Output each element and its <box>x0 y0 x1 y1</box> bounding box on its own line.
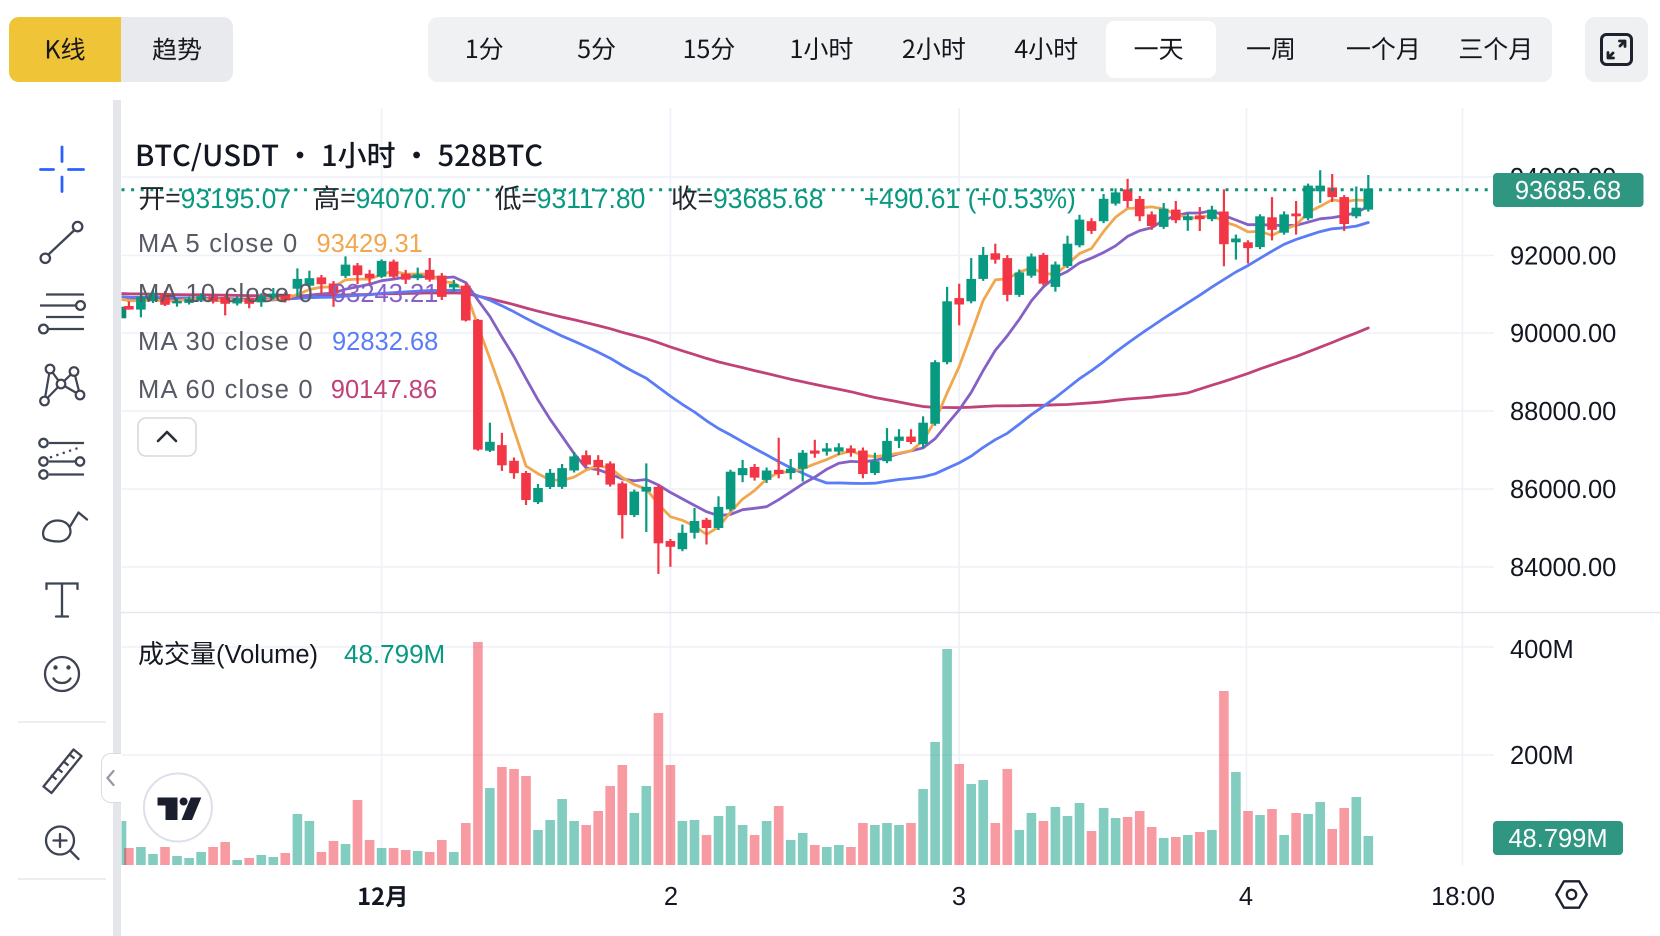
svg-text:18:00: 18:00 <box>1431 883 1495 911</box>
svg-text:48.799M: 48.799M <box>344 639 445 669</box>
svg-text:48.799M: 48.799M <box>1508 825 1607 853</box>
svg-text:90000.00: 90000.00 <box>1510 320 1616 348</box>
svg-text:400M: 400M <box>1510 636 1574 664</box>
svg-text:92832.68: 92832.68 <box>332 328 438 356</box>
svg-text:MA 30 close 0: MA 30 close 0 <box>138 328 314 356</box>
svg-text:93195.07: 93195.07 <box>181 184 292 214</box>
svg-text:3: 3 <box>952 883 966 911</box>
svg-text:(Volume): (Volume) <box>216 641 318 669</box>
svg-text:92000.00: 92000.00 <box>1510 242 1616 270</box>
svg-text:88000.00: 88000.00 <box>1510 398 1616 426</box>
svg-text:200M: 200M <box>1510 742 1574 770</box>
svg-text:93685.68: 93685.68 <box>713 184 824 214</box>
svg-text:MA 10 close 0: MA 10 close 0 <box>138 280 314 308</box>
svg-text:86000.00: 86000.00 <box>1510 476 1616 504</box>
svg-text:2: 2 <box>664 883 678 911</box>
svg-text:MA 60 close 0: MA 60 close 0 <box>138 376 314 404</box>
svg-text:93685.68: 93685.68 <box>1515 177 1621 205</box>
svg-text:93117.80: 93117.80 <box>537 184 646 214</box>
svg-text:+490.61 (+0.53%): +490.61 (+0.53%) <box>864 184 1076 214</box>
svg-text:90147.86: 90147.86 <box>331 376 437 404</box>
svg-text:94070.70: 94070.70 <box>356 184 467 214</box>
svg-text:4: 4 <box>1239 883 1253 911</box>
svg-text:MA 5 close 0: MA 5 close 0 <box>138 230 298 258</box>
svg-text:84000.00: 84000.00 <box>1510 554 1616 582</box>
svg-text:93243.21: 93243.21 <box>332 280 438 308</box>
svg-text:93429.31: 93429.31 <box>317 230 423 258</box>
